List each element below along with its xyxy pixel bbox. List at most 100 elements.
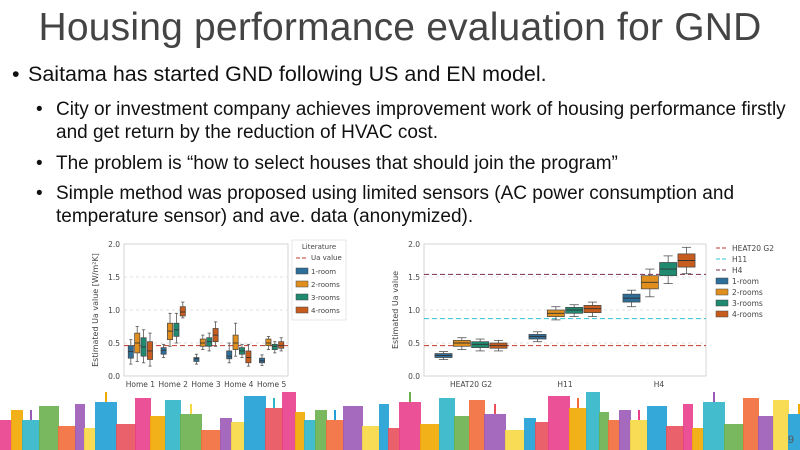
skyline-building <box>599 412 609 450</box>
y-tick-label: 1.5 <box>108 273 120 282</box>
skyline-building <box>666 426 684 450</box>
sub-bullet-1: • City or investment company achieves im… <box>36 98 786 144</box>
skyline-building <box>773 400 789 450</box>
skyline-building <box>0 420 12 450</box>
skyline-building <box>420 424 440 450</box>
x-tick-label: Home 5 <box>257 380 287 389</box>
skyline-building <box>244 396 266 450</box>
skyline-spire <box>190 404 192 414</box>
skyline-building <box>788 414 800 450</box>
skyline-building <box>484 414 506 450</box>
skyline-building <box>608 420 620 450</box>
skyline-building <box>150 416 166 450</box>
legend-label: 2-rooms <box>732 288 763 297</box>
skyline-building <box>683 404 693 450</box>
legend-swatch <box>715 299 729 307</box>
skyline-spire <box>334 410 336 420</box>
legend-ref-label: Ua value <box>311 254 342 262</box>
skyline-building <box>180 414 202 450</box>
skyline-building <box>548 396 570 450</box>
legend-swatch <box>295 267 309 275</box>
skyline-building <box>388 428 400 450</box>
skyline-building <box>439 398 455 450</box>
slide-title: Housing performance evaluation for GND <box>38 6 762 49</box>
skyline-building <box>703 402 725 450</box>
skyline-building <box>454 416 470 450</box>
page-number: 9 <box>787 434 794 446</box>
legend-label: 1-room <box>311 268 336 276</box>
skyline-spire <box>409 392 411 402</box>
skyline-building <box>22 420 40 450</box>
y-tick-label: 1.0 <box>408 306 420 315</box>
skyline-building <box>220 418 232 450</box>
y-tick-label: 0.0 <box>108 372 120 381</box>
skyline-building <box>724 424 744 450</box>
skyline-spire <box>30 410 32 420</box>
skyline-building <box>469 400 485 450</box>
skyline-building <box>326 420 344 450</box>
skyline-building <box>39 406 59 450</box>
x-tick-label: Home 4 <box>224 380 254 389</box>
sub-bullet-text: The problem is “how to select houses tha… <box>56 153 618 174</box>
legend-label: 1-room <box>732 277 759 286</box>
skyline-building <box>743 398 759 450</box>
legend-swatch <box>715 277 729 285</box>
box-4-rooms <box>179 306 186 317</box>
legend-swatch <box>715 310 729 318</box>
legend-swatch <box>715 288 729 296</box>
chart2-legend: HEAT20 G2 H11 H4 1-room 2-rooms 3-rooms 4-room… <box>715 244 774 319</box>
legend-ref-label: H4 <box>732 266 743 275</box>
skyline-building <box>165 400 181 450</box>
x-tick-label: H4 <box>654 380 665 389</box>
bullet-glyph: • <box>36 183 43 204</box>
x-tick-label: HEAT20 G2 <box>450 380 492 389</box>
legend-label: 2-rooms <box>311 281 340 289</box>
city-skyline-decoration <box>0 392 800 450</box>
legend-label: 4-rooms <box>311 307 340 315</box>
skyline-building <box>535 422 549 450</box>
bullet-glyph: • <box>12 62 20 86</box>
skyline-building <box>362 426 380 450</box>
skyline-spire <box>638 410 640 420</box>
legend-label: 3-rooms <box>732 299 763 308</box>
box-1-room <box>160 347 167 355</box>
x-tick-label: Home 2 <box>159 380 189 389</box>
legend-ref-label: HEAT20 G2 <box>732 244 774 253</box>
y-tick-label: 0.5 <box>408 339 420 348</box>
y-tick-label: 0.5 <box>108 339 120 348</box>
y-axis-label: Estimated Ua value <box>391 271 400 349</box>
skyline-building <box>505 430 525 450</box>
skyline-building <box>95 402 117 450</box>
skyline-building <box>315 410 327 450</box>
legend-swatch <box>295 293 309 301</box>
skyline-building <box>586 392 600 450</box>
skyline-spire <box>273 398 275 408</box>
sub-bullet-3: • Simple method was proposed using limit… <box>36 182 786 228</box>
main-bullet: • Saitama has started GND following US an… <box>12 62 547 87</box>
skyline-building <box>343 406 363 450</box>
y-tick-label: 1.5 <box>408 273 420 282</box>
chart-legend: Literature Ua value 1-room 2-rooms 3-rooms 4-… <box>291 239 347 321</box>
box-1-room <box>226 350 233 360</box>
skyline-building <box>692 428 704 450</box>
legend-ref-label: H11 <box>732 255 747 264</box>
box-2-rooms <box>232 334 239 350</box>
y-tick-label: 2.0 <box>408 240 420 249</box>
skyline-building <box>58 426 76 450</box>
sub-bullet-text: City or investment company achieves impr… <box>56 99 786 143</box>
skyline-building <box>231 422 245 450</box>
skyline-building <box>265 408 283 450</box>
chart-home-ua: 0.0 0.5 1.0 1.5 2.0 Estimated Ua value [W/m²K… <box>91 239 347 389</box>
skyline-building <box>11 410 23 450</box>
skyline-spire <box>713 392 715 402</box>
chart-standard-ua: 0.0 0.5 1.0 1.5 2.0 Estimated Ua value HEAT20 … <box>391 240 707 389</box>
x-tick-label: Home 1 <box>126 380 156 389</box>
box-4-rooms <box>278 341 285 349</box>
legend-swatch <box>295 280 309 288</box>
skyline-spire <box>494 404 496 414</box>
x-tick-label: Home 3 <box>191 380 221 389</box>
skyline-building <box>524 418 536 450</box>
legend-swatch <box>295 306 309 314</box>
skyline-building <box>75 404 85 450</box>
skyline-building <box>304 420 316 450</box>
